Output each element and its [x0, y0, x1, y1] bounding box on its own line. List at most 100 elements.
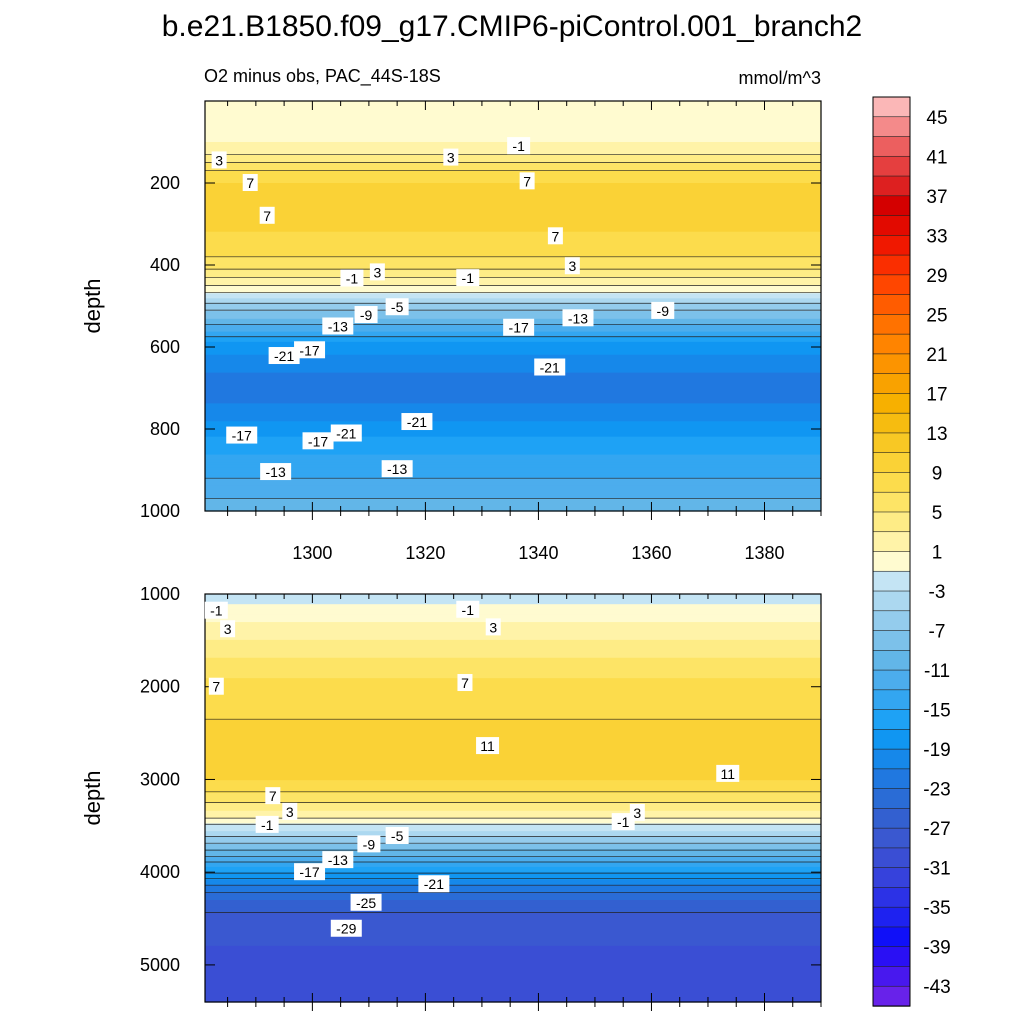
field-band [205, 678, 821, 682]
field-band [205, 216, 821, 220]
field-band [205, 792, 821, 797]
colorbar-label: 5 [932, 503, 943, 524]
y-tick-label: 800 [150, 419, 180, 439]
colorbar-swatch [872, 373, 911, 395]
field-band [205, 604, 821, 608]
field-band [205, 614, 821, 618]
field-band [205, 665, 821, 669]
contour-label: -1 [617, 814, 630, 830]
contour-label-box [418, 875, 450, 893]
upper-panel: 200 400 600 800 1000 1300 1320 1340 1360 1380 3 3 -1… [140, 100, 822, 563]
colorbar-swatch [872, 274, 911, 296]
panel-frame [204, 593, 822, 1003]
colorbar-swatch [872, 511, 911, 533]
colorbar-label: 25 [926, 305, 947, 326]
field-band [205, 724, 821, 728]
field-band [205, 986, 821, 990]
field-band [205, 757, 821, 761]
field-band [205, 701, 821, 705]
y-tick-label: 1000 [140, 584, 180, 604]
field-band [205, 134, 821, 138]
field-band [205, 685, 821, 689]
field-band [205, 716, 821, 720]
field-band [205, 971, 821, 975]
contour-label-box [322, 317, 354, 335]
contour-label: -21 [540, 360, 560, 376]
field-band [205, 423, 821, 428]
field-band [205, 688, 821, 692]
field-band [205, 754, 821, 758]
field-band [205, 400, 821, 404]
colorbar-label: -43 [923, 977, 950, 998]
field-band [205, 667, 821, 672]
field-band [205, 408, 821, 412]
field-band [205, 106, 821, 110]
field-band [205, 925, 821, 929]
y-tick-label: 4000 [140, 862, 180, 882]
field-band [205, 634, 821, 638]
field-band [205, 639, 821, 644]
colorbar-swatch [872, 570, 911, 592]
colorbar-swatch [872, 314, 911, 335]
field-band [205, 103, 821, 107]
field-band [205, 462, 821, 466]
field-band [205, 958, 821, 962]
field-band [205, 154, 821, 158]
x-tick-label: 1380 [744, 543, 784, 563]
colorbar-swatch [872, 432, 911, 454]
field-band [205, 961, 821, 965]
field-band [205, 280, 821, 284]
contour-label-box [220, 620, 236, 638]
contour-label-box [260, 463, 292, 481]
field-band [205, 981, 821, 985]
field-band [205, 662, 821, 666]
field-band [205, 866, 821, 870]
field-band [205, 270, 821, 274]
field-band [205, 224, 821, 228]
colorbar-swatch [872, 788, 911, 810]
contour-label: -9 [363, 836, 376, 852]
colorbar-swatch [872, 116, 911, 138]
field-band [205, 994, 821, 998]
field-band [205, 475, 821, 479]
field-band [205, 388, 821, 392]
field-band [205, 726, 821, 730]
contour-label: -17 [509, 320, 529, 336]
field-band [205, 239, 821, 243]
colorbar-label: 1 [932, 543, 943, 564]
field-band [205, 675, 821, 679]
field-band [205, 121, 821, 125]
field-band [205, 968, 821, 972]
contour-label: -17 [232, 428, 252, 444]
field-band [205, 775, 821, 779]
field-band [205, 706, 821, 710]
field-band [205, 385, 821, 389]
field-band [205, 195, 821, 199]
field-band [205, 382, 821, 387]
colorbar-swatch [872, 175, 911, 197]
colorbar-label: 41 [926, 147, 947, 168]
field-band [205, 185, 821, 189]
colorbar-swatch [872, 748, 911, 770]
field-band [205, 500, 821, 504]
colorbar-label: 17 [926, 384, 947, 405]
contour-label: -13 [328, 852, 348, 868]
field-band [205, 206, 821, 210]
field-band [205, 503, 821, 507]
contour-label-box [385, 298, 409, 316]
lower-panel: 10002000300040005000-137-137111173-1-13-… [140, 584, 822, 1011]
field-band [205, 272, 821, 276]
field-band [205, 800, 821, 804]
colorbar-label: -23 [923, 780, 950, 801]
contour-label: 7 [523, 173, 531, 189]
contour-label-box [294, 341, 326, 359]
field-band [205, 159, 821, 164]
field-band [205, 787, 821, 791]
contour-label: 7 [263, 208, 271, 224]
field-band [205, 938, 821, 942]
field-band [205, 126, 821, 130]
field-band [205, 731, 821, 735]
field-band [205, 915, 821, 919]
field-band [205, 234, 821, 238]
field-band [205, 785, 821, 789]
